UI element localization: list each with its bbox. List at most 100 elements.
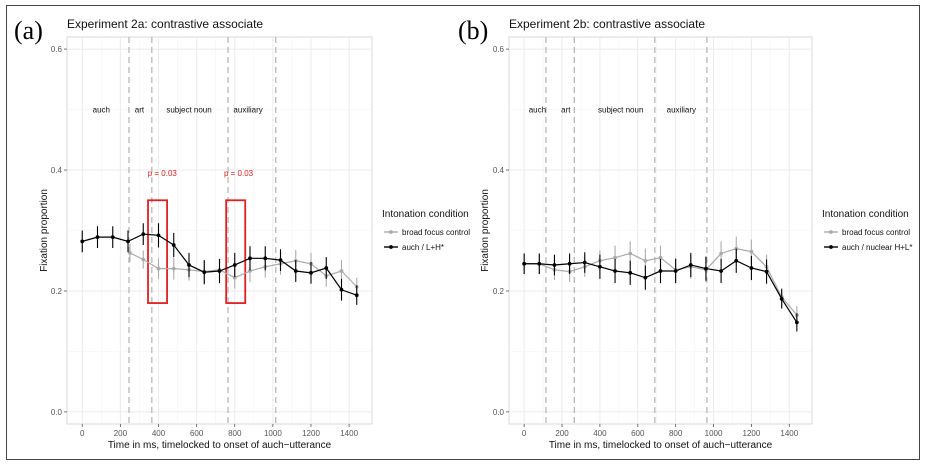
- data-point: [794, 320, 799, 325]
- x-tick-label: 1400: [780, 429, 798, 438]
- significance-box: [225, 199, 247, 304]
- x-tick-label: 200: [114, 429, 128, 438]
- data-point: [95, 235, 100, 240]
- y-tick-label: 0.6: [51, 45, 63, 54]
- data-point: [719, 269, 723, 273]
- x-tick-label: 200: [555, 429, 569, 438]
- x-tick-label: 0: [80, 429, 85, 438]
- data-point: [598, 264, 602, 269]
- x-tick-label: 400: [152, 429, 166, 438]
- series-focus: [80, 223, 359, 305]
- data-point: [582, 260, 587, 265]
- region-label: art: [561, 106, 571, 115]
- data-point: [719, 251, 723, 256]
- data-point: [324, 266, 329, 270]
- panel-title: Experiment 2b: contrastive associate: [509, 17, 705, 31]
- data-point: [749, 266, 754, 270]
- x-axis-label: Time in ms, timelocked to onset of auch−…: [549, 440, 773, 451]
- series-focus: [522, 248, 799, 332]
- data-point: [567, 261, 572, 266]
- data-point: [734, 258, 739, 263]
- data-point: [248, 256, 252, 261]
- data-point: [552, 263, 557, 267]
- x-tick-label: 1000: [264, 429, 282, 438]
- region-label: art: [135, 106, 145, 115]
- panel-tag: (b): [458, 16, 488, 45]
- data-point: [293, 269, 298, 273]
- data-point: [658, 269, 663, 273]
- x-tick-label: 0: [522, 429, 527, 438]
- x-tick-label: 1400: [340, 429, 358, 438]
- data-point: [643, 275, 648, 280]
- data-point: [537, 261, 542, 266]
- data-point: [643, 258, 648, 263]
- y-tick-label: 0.6: [493, 45, 505, 54]
- data-point: [110, 235, 115, 240]
- legend: Intonation condition broad focus control a…: [382, 209, 470, 252]
- region-label: subject noun: [166, 106, 211, 115]
- data-point: [141, 232, 146, 237]
- legend-item-label: auch / L+H*: [402, 243, 444, 252]
- data-point: [658, 255, 663, 260]
- legend-swatch-point: [389, 245, 393, 249]
- data-point: [688, 263, 693, 267]
- gridlines: [509, 37, 812, 424]
- region-label: auxiliary: [667, 106, 696, 115]
- data-point: [613, 269, 617, 273]
- region-label: auch: [529, 106, 546, 115]
- legend-swatch-point: [829, 230, 833, 234]
- legend: Intonation condition broad focus control a…: [822, 209, 913, 252]
- data-point: [704, 266, 708, 271]
- data-point: [80, 239, 85, 244]
- legend-swatch-point: [829, 245, 833, 249]
- data-point: [232, 275, 237, 280]
- data-point: [354, 293, 359, 298]
- data-point: [339, 269, 344, 273]
- p-value-label: p = 0.03: [148, 169, 178, 178]
- p-value-label: p = 0.03: [224, 169, 254, 178]
- region-label: auch: [93, 106, 110, 115]
- outer-frame: [6, 5, 920, 460]
- data-point: [749, 249, 754, 254]
- x-axis-label: Time in ms, timelocked to onset of auch−…: [108, 440, 332, 451]
- data-point: [309, 270, 313, 275]
- data-point: [613, 255, 617, 260]
- panel-a: (a) Experiment 2a: contrastive associate a…: [14, 16, 470, 451]
- legend-title: Intonation condition: [822, 209, 909, 220]
- legend-swatch-point: [389, 230, 393, 234]
- data-point: [673, 269, 678, 273]
- x-tick-label: 1200: [302, 429, 320, 438]
- legend-title: Intonation condition: [382, 209, 469, 220]
- data-point: [232, 263, 237, 267]
- y-tick-label: 0.0: [51, 408, 63, 417]
- data-point: [171, 266, 176, 271]
- x-tick-label: 400: [593, 429, 607, 438]
- data-point: [263, 256, 268, 261]
- data-point: [126, 239, 130, 244]
- y-axis-label: Fixation proportion: [39, 189, 50, 272]
- data-point: [217, 269, 222, 273]
- x-tick-label: 600: [631, 429, 645, 438]
- data-point: [202, 270, 207, 275]
- data-point: [339, 287, 344, 292]
- x-tick-label: 600: [190, 429, 204, 438]
- data-point: [171, 243, 176, 247]
- data-point: [141, 257, 146, 262]
- region-label: subject noun: [598, 106, 643, 115]
- data-point: [156, 233, 161, 238]
- legend-item-label: broad focus control: [402, 228, 470, 237]
- significance-box: [147, 199, 168, 304]
- data-point: [248, 269, 252, 273]
- x-tick-label: 1200: [743, 429, 761, 438]
- data-point: [128, 250, 132, 255]
- x-tick-label: 800: [228, 429, 242, 438]
- data-point: [187, 263, 191, 267]
- panel-tag: (a): [14, 16, 43, 45]
- panel-b: (b) Experiment 2b: contrastive associate a…: [458, 16, 913, 451]
- data-point: [764, 269, 769, 274]
- y-axis-label: Fixation proportion: [480, 189, 491, 272]
- data-point: [278, 258, 283, 263]
- data-point: [779, 296, 784, 301]
